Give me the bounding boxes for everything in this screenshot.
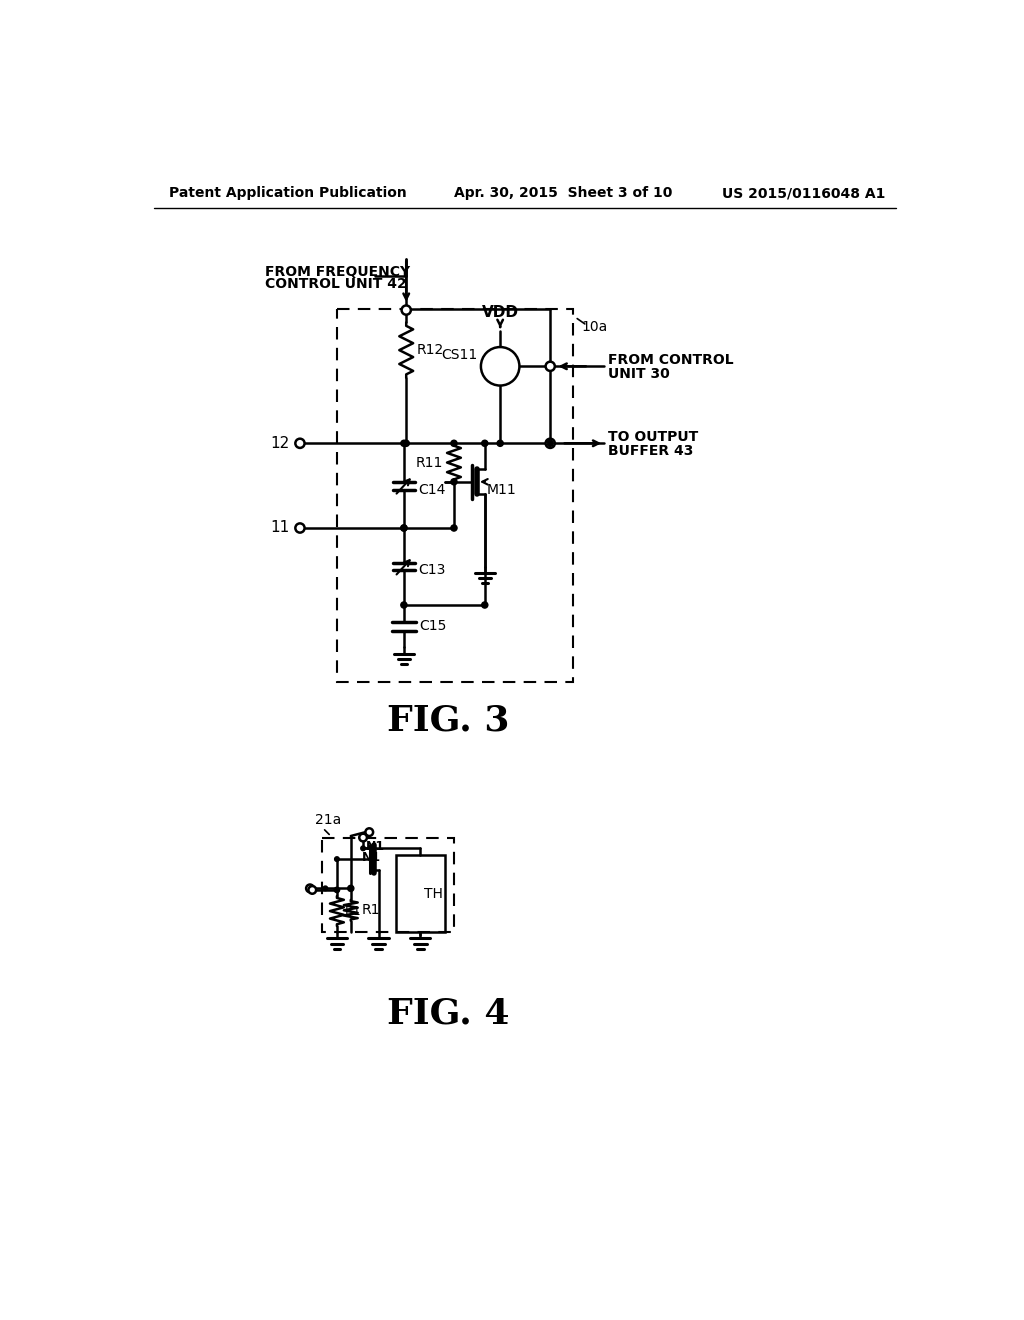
Circle shape [359, 834, 367, 841]
Circle shape [348, 886, 354, 891]
Text: R12: R12 [417, 343, 444, 358]
Circle shape [451, 525, 457, 531]
Text: M11: M11 [486, 483, 516, 496]
Circle shape [295, 523, 304, 532]
Text: TO OUTPUT: TO OUTPUT [608, 430, 698, 444]
Circle shape [400, 602, 407, 609]
Text: 11: 11 [270, 520, 290, 536]
Circle shape [481, 602, 487, 609]
Text: 10a: 10a [581, 321, 607, 334]
Text: CS11: CS11 [440, 347, 477, 362]
Text: TH: TH [424, 887, 443, 900]
Text: C15: C15 [419, 619, 446, 634]
Circle shape [481, 441, 487, 446]
Text: C14: C14 [418, 483, 445, 496]
Text: FROM CONTROL: FROM CONTROL [608, 354, 733, 367]
Circle shape [308, 886, 316, 894]
Text: US 2015/0116048 A1: US 2015/0116048 A1 [722, 186, 885, 201]
Text: VDD: VDD [481, 305, 519, 321]
Text: R1: R1 [345, 904, 361, 917]
Text: FROM FREQUENCY: FROM FREQUENCY [265, 264, 411, 279]
Text: BUFFER 43: BUFFER 43 [608, 444, 693, 458]
Circle shape [546, 438, 555, 447]
Text: Patent Application Publication: Patent Application Publication [169, 186, 407, 201]
Text: N1: N1 [361, 851, 381, 865]
Text: CONTROL UNIT 42: CONTROL UNIT 42 [265, 277, 408, 290]
Text: 12: 12 [270, 436, 290, 451]
Circle shape [401, 305, 411, 314]
Circle shape [360, 846, 366, 850]
Text: R11: R11 [416, 455, 443, 470]
Circle shape [295, 438, 304, 447]
Circle shape [400, 441, 407, 446]
Circle shape [547, 441, 553, 446]
Circle shape [403, 441, 410, 446]
Circle shape [451, 479, 457, 484]
Circle shape [481, 347, 519, 385]
Circle shape [334, 887, 340, 892]
Circle shape [400, 525, 407, 531]
Circle shape [366, 829, 373, 836]
Circle shape [323, 886, 328, 891]
Text: R1: R1 [361, 903, 380, 917]
Text: N1: N1 [367, 840, 385, 853]
Text: Apr. 30, 2015  Sheet 3 of 10: Apr. 30, 2015 Sheet 3 of 10 [454, 186, 673, 201]
Circle shape [546, 362, 555, 371]
Bar [396, 855, 444, 932]
Circle shape [400, 525, 407, 531]
Text: 21a: 21a [315, 813, 342, 826]
Circle shape [335, 857, 339, 862]
Text: FIG. 3: FIG. 3 [386, 704, 509, 738]
Circle shape [497, 441, 503, 446]
Circle shape [451, 441, 457, 446]
Circle shape [306, 884, 313, 892]
Text: C13: C13 [418, 564, 445, 577]
Text: UNIT 30: UNIT 30 [608, 367, 670, 381]
Text: FIG. 4: FIG. 4 [386, 997, 509, 1030]
